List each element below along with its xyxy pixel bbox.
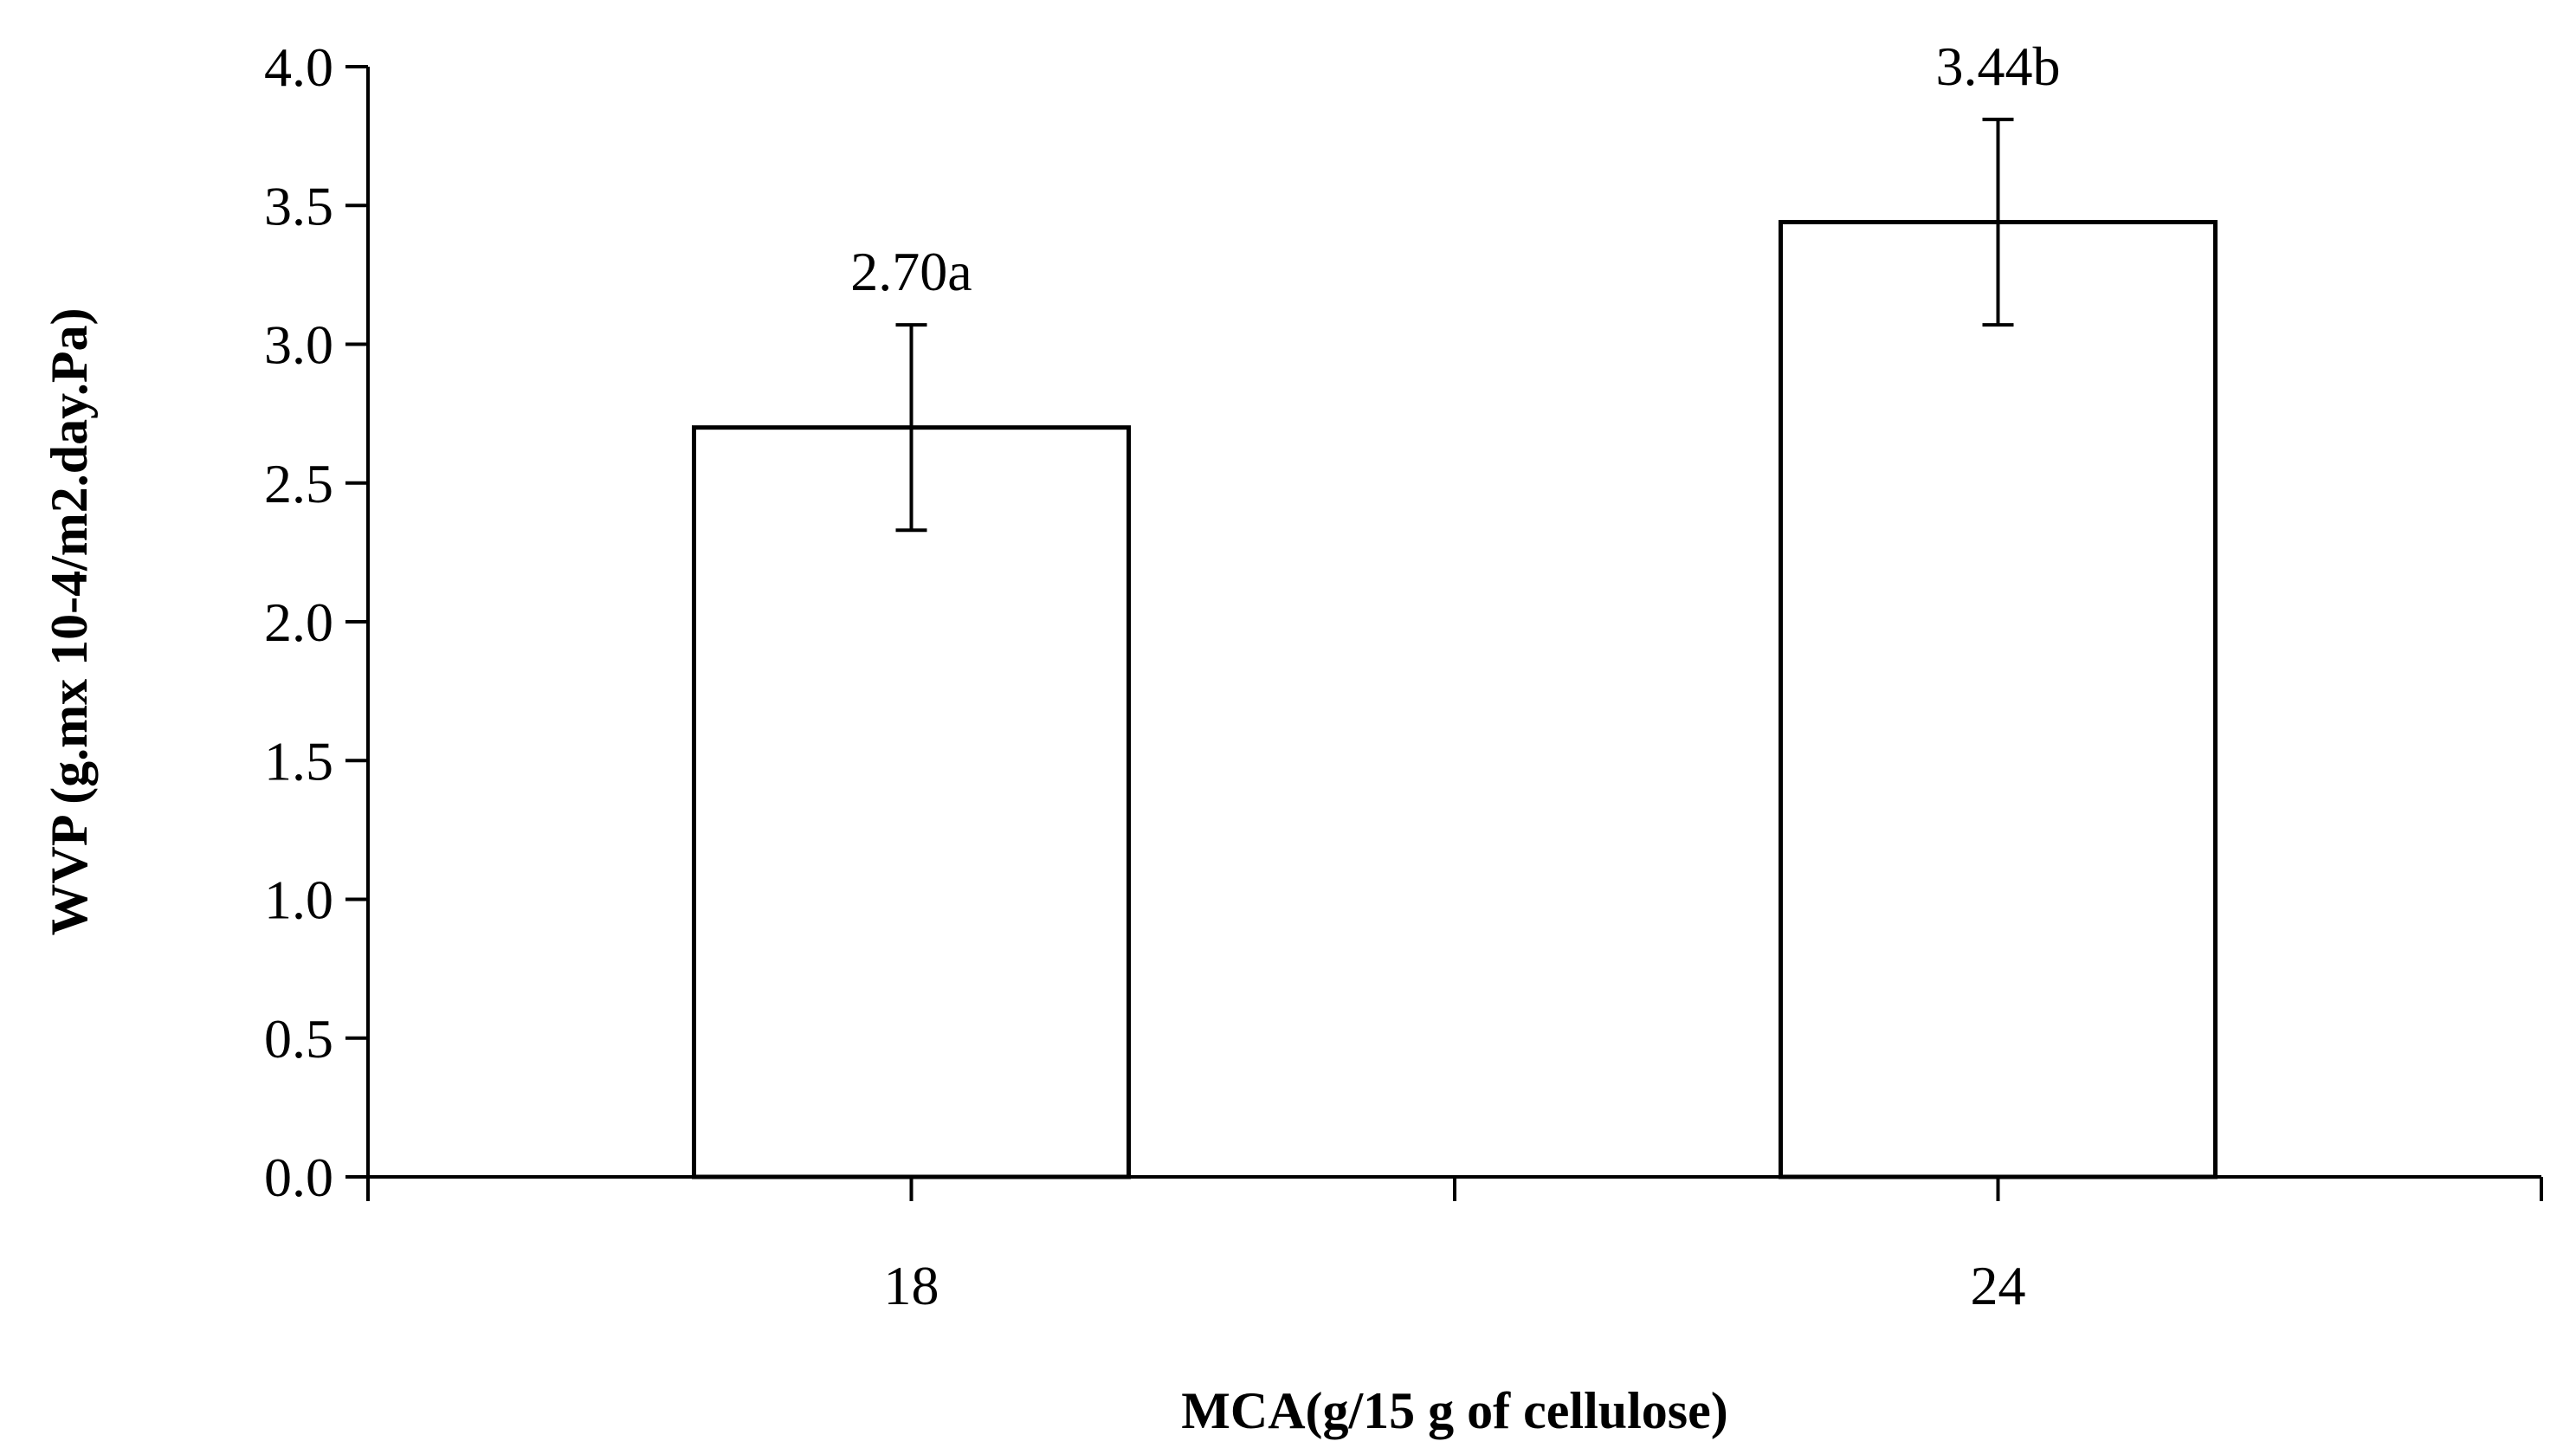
error-bars <box>895 117 2014 533</box>
x-tick-label: 24 <box>1971 1255 2026 1316</box>
bars <box>692 219 2218 1179</box>
y-tick-label: 1.5 <box>264 730 333 792</box>
data-label: 3.44b <box>1936 36 2061 97</box>
y-tick-label: 1.0 <box>264 869 333 931</box>
y-tick-label: 3.5 <box>264 175 333 236</box>
y-tick-label: 0.5 <box>264 1008 333 1069</box>
y-tick-label: 3.0 <box>264 314 333 376</box>
x-tick-label: 18 <box>884 1255 939 1316</box>
y-tick-label: 2.5 <box>264 453 333 514</box>
y-tick-label: 4.0 <box>264 36 333 98</box>
data-labels: 2.70a 3.44b <box>850 36 2060 302</box>
y-axis: 0.0 0.5 1.0 1.5 2.0 2.5 3.0 3.5 4.0 <box>264 36 370 1208</box>
y-tick-label: 0.0 <box>264 1147 333 1208</box>
y-axis-title: WVP (g.mx 10-4/m2.day.Pa) <box>41 308 98 936</box>
x-axis-title: MCA(g/15 g of cellulose) <box>1181 1382 1728 1439</box>
bar-24 <box>1779 219 2218 1179</box>
x-axis: 18 24 <box>366 1175 2543 1316</box>
y-tick-label: 2.0 <box>264 591 333 653</box>
bar-18 <box>692 425 1131 1179</box>
data-label: 2.70a <box>850 241 972 302</box>
